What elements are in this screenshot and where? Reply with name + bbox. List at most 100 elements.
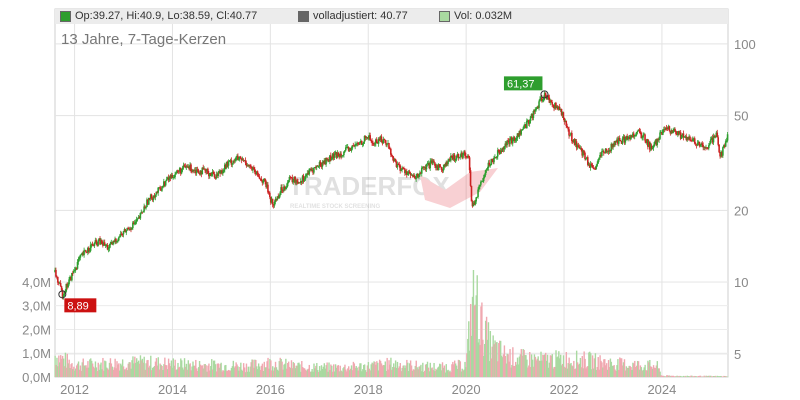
candle-body bbox=[505, 143, 507, 146]
volume-bar bbox=[317, 370, 319, 377]
volume-axis: 0,0M 1,0M 2,0M 3,0M 4,0M bbox=[22, 275, 51, 385]
candle-body bbox=[699, 145, 702, 147]
candle-body bbox=[423, 167, 426, 168]
candle-body bbox=[141, 211, 144, 213]
candle-body bbox=[304, 175, 307, 180]
candle-body bbox=[413, 175, 416, 178]
volume-bar bbox=[675, 376, 677, 377]
candle-body bbox=[238, 158, 240, 160]
volume-bar bbox=[457, 359, 460, 377]
legend-ohlc: Op:39.27, Hi:40.9, Lo:38.59, Cl:40.77 bbox=[60, 10, 257, 22]
candle-body bbox=[538, 101, 540, 108]
volume-bar bbox=[253, 367, 255, 377]
volume-bar bbox=[605, 365, 607, 377]
candle-body bbox=[288, 176, 291, 181]
candle-body bbox=[540, 97, 542, 99]
volume-bar bbox=[441, 362, 444, 377]
volume-bar bbox=[343, 366, 345, 377]
volume-bar bbox=[615, 370, 617, 377]
volume-bar bbox=[341, 371, 343, 377]
volume-bar bbox=[527, 367, 529, 377]
volume-bar bbox=[710, 375, 712, 377]
candle-body bbox=[575, 141, 578, 148]
volume-bar bbox=[204, 363, 206, 377]
volume-bar bbox=[506, 353, 508, 377]
volume-bar bbox=[594, 353, 597, 377]
volume-bar bbox=[499, 340, 501, 377]
candle-body bbox=[402, 167, 404, 169]
candle-body bbox=[225, 161, 228, 168]
volume-bar bbox=[186, 369, 189, 377]
candle-body bbox=[571, 133, 573, 142]
candle-body bbox=[143, 206, 145, 212]
candle-body bbox=[83, 250, 85, 256]
volume-bar bbox=[408, 371, 410, 377]
candle-body bbox=[450, 155, 453, 157]
volume-bar bbox=[652, 365, 655, 377]
volume-bar bbox=[621, 365, 624, 377]
volume-bar bbox=[92, 366, 95, 377]
volume-bar bbox=[590, 369, 593, 377]
candle-body bbox=[680, 135, 683, 139]
candle-body bbox=[723, 145, 726, 147]
volume-bar bbox=[663, 375, 665, 377]
volume-bar bbox=[260, 365, 263, 377]
candle-body bbox=[502, 147, 505, 150]
volume-bar bbox=[687, 376, 689, 377]
volume-bar bbox=[229, 370, 232, 377]
volume-bar bbox=[162, 370, 164, 377]
volume-bar bbox=[460, 371, 462, 377]
volume-tick-label: 0,0M bbox=[22, 370, 51, 385]
volume-bar bbox=[584, 358, 586, 377]
candle-body bbox=[567, 127, 569, 130]
volume-bar bbox=[512, 347, 514, 377]
candle-body bbox=[406, 173, 409, 175]
volume-bar bbox=[695, 376, 697, 377]
volume-bar bbox=[208, 363, 210, 377]
volume-bar bbox=[173, 365, 175, 377]
volume-bar bbox=[275, 367, 278, 377]
candle-body bbox=[372, 143, 374, 144]
volume-bar bbox=[119, 370, 121, 377]
volume-bar bbox=[672, 375, 674, 377]
candle-body bbox=[414, 177, 417, 179]
candle-body bbox=[156, 191, 159, 193]
volume-bar bbox=[427, 367, 430, 377]
volume-bar bbox=[340, 370, 342, 377]
candle-body bbox=[647, 139, 649, 147]
volume-bar bbox=[366, 365, 369, 377]
candle-body bbox=[113, 240, 115, 243]
volume-bar bbox=[623, 359, 626, 377]
candle-body bbox=[509, 139, 511, 145]
volume-bar bbox=[361, 371, 363, 377]
volume-bar bbox=[534, 356, 537, 377]
volume-bar bbox=[389, 364, 391, 377]
candle-body bbox=[550, 100, 553, 102]
candle-body bbox=[701, 143, 704, 146]
candle-body bbox=[278, 195, 280, 199]
candle-body bbox=[565, 120, 568, 126]
candle-body bbox=[725, 140, 728, 142]
candle-body bbox=[180, 169, 183, 174]
candle-body bbox=[716, 132, 719, 138]
candle-body bbox=[581, 148, 583, 156]
volume-bar bbox=[70, 364, 72, 377]
volume-bar bbox=[413, 369, 416, 377]
candle-body bbox=[620, 141, 623, 144]
candle-body bbox=[693, 138, 695, 140]
candle-body bbox=[588, 164, 591, 168]
candle-body bbox=[127, 228, 129, 229]
volume-bar bbox=[105, 367, 108, 377]
candle-body bbox=[451, 156, 454, 160]
candle-body bbox=[536, 106, 538, 109]
volume-bar bbox=[245, 363, 248, 377]
volume-bar bbox=[547, 367, 550, 377]
volume-bar bbox=[603, 359, 605, 377]
volume-bar bbox=[419, 366, 421, 377]
volume-bar bbox=[617, 359, 619, 377]
volume-bar bbox=[179, 366, 181, 377]
candle-body bbox=[189, 164, 191, 170]
volume-bar bbox=[105, 361, 107, 377]
candle-body bbox=[89, 244, 92, 251]
candle-body bbox=[55, 269, 57, 277]
